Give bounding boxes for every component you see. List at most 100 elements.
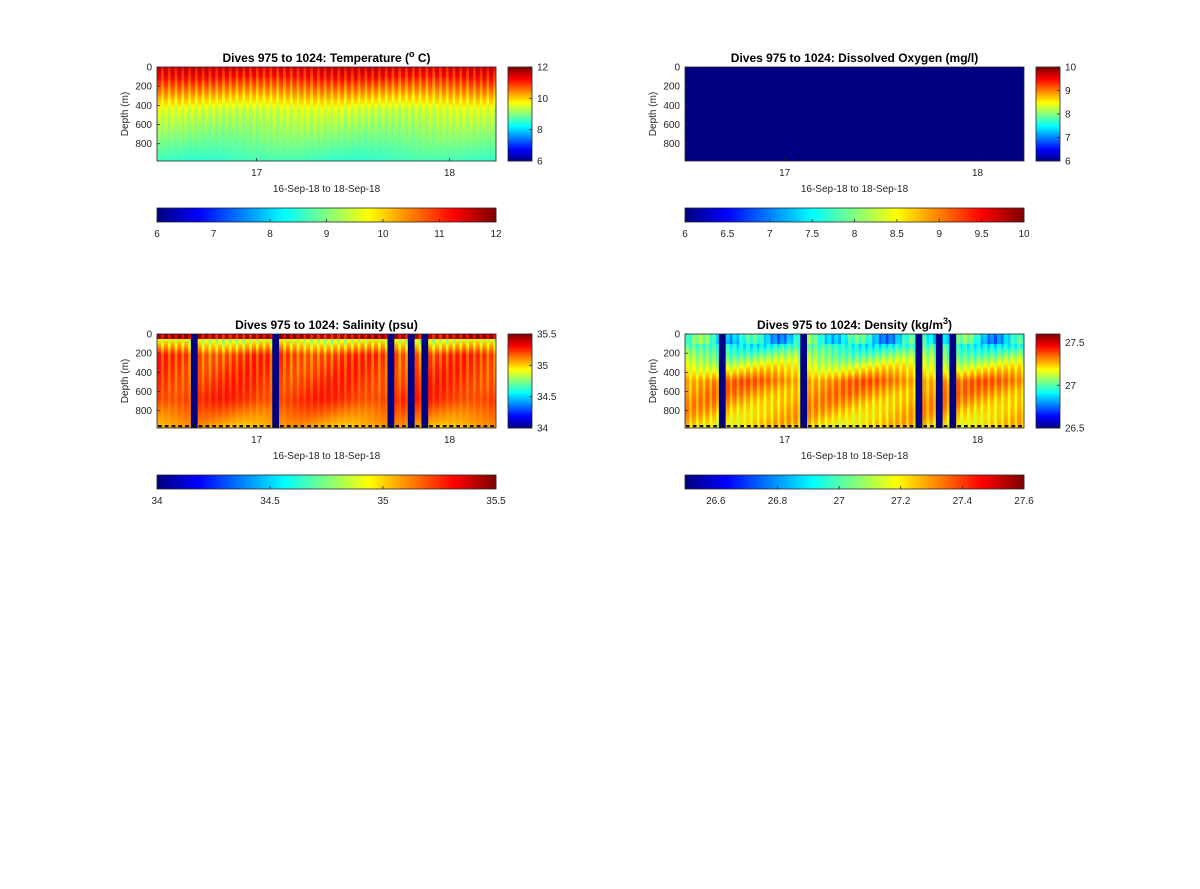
heatmap-cell [405, 157, 409, 160]
heatmap-cell [269, 77, 273, 80]
heatmap-cell [235, 93, 239, 96]
heatmap-cell [407, 142, 413, 145]
heatmap-cell [276, 88, 280, 91]
heatmap-cell [251, 67, 257, 69]
heatmap-cell [255, 130, 259, 133]
heatmap-cell [283, 150, 287, 153]
heatmap-cell [330, 124, 334, 127]
heatmap-cell [373, 117, 379, 120]
dive-column [177, 67, 185, 162]
heatmap-cell [228, 129, 232, 132]
heatmap-cell [228, 67, 232, 69]
heatmap-cell [161, 144, 165, 147]
heatmap-cell [312, 157, 318, 160]
heatmap-cell [194, 159, 198, 162]
heatmap-cell [333, 149, 338, 152]
heatmap-cell [407, 107, 413, 110]
heatmap-cell [201, 72, 205, 75]
heatmap-cell [312, 155, 318, 158]
heatmap-cell [283, 117, 287, 120]
heatmap-cell [167, 78, 171, 81]
heatmap-cell [337, 107, 341, 110]
heatmap-cell [181, 82, 185, 85]
heatmap-cell [319, 155, 325, 158]
heatmap-cell [330, 88, 334, 91]
heatmap-cell [163, 98, 169, 101]
heatmap-cell [357, 155, 361, 158]
heatmap-cell [235, 132, 239, 135]
heatmap-cell [326, 110, 331, 113]
heatmap-cell [167, 110, 171, 113]
heatmap-cell [283, 149, 287, 152]
heatmap-cell [157, 122, 162, 125]
heatmap-cell [299, 103, 304, 106]
heatmap-cell [312, 110, 318, 113]
heatmap-cell [188, 139, 192, 142]
heatmap-cell [310, 85, 314, 88]
heatmap-cell [303, 129, 307, 132]
heatmap-cell [283, 120, 287, 123]
heatmap-cell [262, 154, 266, 157]
heatmap-cell [269, 155, 273, 158]
heatmap-cell [350, 139, 354, 142]
heatmap-cell [228, 134, 232, 137]
heatmap-cell [201, 129, 205, 132]
heatmap-cell [211, 112, 216, 115]
heatmap-cell [373, 75, 379, 78]
heatmap-cell [184, 145, 189, 148]
heatmap-cell [181, 98, 185, 101]
heatmap-cell [194, 90, 198, 93]
heatmap-cell [319, 75, 325, 78]
heatmap-cell [197, 122, 203, 125]
heatmap-cell [201, 70, 205, 73]
heatmap-cell [319, 149, 325, 152]
heatmap-cell [184, 67, 189, 69]
heatmap-cell [190, 114, 196, 116]
heatmap-cell [380, 105, 386, 108]
heatmap-cell [405, 125, 409, 128]
heatmap-cell [194, 137, 198, 140]
heatmap-cell [269, 150, 273, 153]
heatmap-cell [231, 127, 236, 130]
heatmap-cell [323, 134, 327, 137]
heatmap-cell [276, 125, 280, 128]
heatmap-cell [360, 114, 365, 116]
heatmap-cell [411, 137, 415, 140]
heatmap-cell [181, 83, 185, 86]
heatmap-cell [255, 87, 259, 90]
heatmap-cell [208, 83, 212, 86]
heatmap-cell [398, 100, 402, 103]
heatmap-cell [289, 85, 293, 88]
heatmap-cell [387, 80, 392, 83]
heatmap-cell [292, 140, 297, 143]
heatmap-cell [289, 135, 293, 138]
heatmap-cell [312, 129, 318, 132]
heatmap-cell [344, 139, 348, 142]
heatmap-cell [292, 92, 297, 95]
heatmap-cell [157, 157, 162, 160]
heatmap-cell [269, 147, 273, 150]
heatmap-cell [194, 77, 198, 80]
heatmap-cell [204, 150, 209, 153]
heatmap-cell [340, 137, 345, 140]
heatmap-cell [312, 134, 318, 137]
heatmap-cell [317, 147, 321, 150]
heatmap-cell [265, 152, 270, 155]
heatmap-cell [296, 73, 300, 76]
heatmap-cell [350, 102, 354, 105]
heatmap-cell [208, 114, 212, 116]
heatmap-cell [255, 98, 259, 101]
heatmap-cell [170, 129, 175, 132]
heatmap-cell [269, 87, 273, 90]
heatmap-cell [378, 70, 382, 73]
heatmap-cell [228, 120, 232, 123]
heatmap-cell [384, 129, 388, 132]
heatmap-cell [299, 97, 304, 100]
heatmap-cell [312, 145, 318, 148]
heatmap-cell [272, 125, 277, 128]
heatmap-cell [251, 145, 257, 148]
heatmap-cell [224, 122, 230, 125]
heatmap-cell [398, 115, 402, 118]
heatmap-cell [188, 127, 192, 130]
heatmap-cell [387, 144, 392, 147]
